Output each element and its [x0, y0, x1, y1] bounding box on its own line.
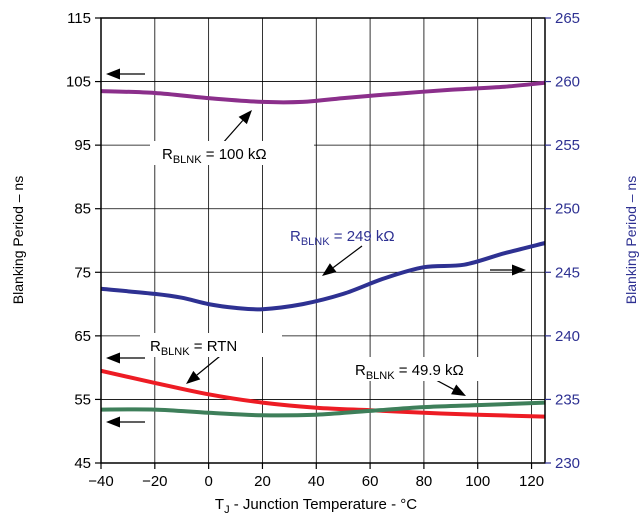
annotation-r100-bg: [150, 141, 314, 165]
annotation-rrtn: RBLNK = RTN: [150, 338, 237, 358]
annotation-r100-pointer: [221, 110, 252, 145]
axis-arrow-right: [490, 264, 526, 276]
y-left-tick-label: 55: [74, 391, 91, 408]
annotation-r499-bg: [342, 357, 522, 381]
y-axis-label-right: Blanking Period – ns: [623, 176, 639, 304]
x-axis-label: TJ - Junction Temperature - °C: [215, 496, 417, 516]
axis-arrow-left-red: [106, 352, 145, 364]
ticks: 45 55 65 75 85 95 105 115 230 235 240 245 250 255 260 2…: [66, 10, 580, 490]
axis-arrow-left-green: [106, 416, 145, 428]
annotation-r100: RBLNK = 100 kΩ: [162, 146, 267, 166]
y-right-tick-label: 240: [555, 328, 580, 345]
y-right-tick-label: 260: [555, 74, 580, 91]
y-left-tick-label: 105: [66, 74, 91, 91]
x-tick-label: 120: [519, 473, 544, 490]
x-tick-label: 60: [362, 473, 379, 490]
x-tick-label: 0: [204, 473, 212, 490]
y-right-tick-label: 245: [555, 264, 580, 281]
y-right-tick-label: 230: [555, 455, 580, 472]
y-left-tick-label: 45: [74, 455, 91, 472]
y-right-tick-label: 255: [555, 137, 580, 154]
grid: [101, 18, 545, 463]
arrows: [106, 68, 526, 428]
y-left-tick-label: 115: [67, 10, 91, 27]
y-right-tick-label: 235: [555, 391, 580, 408]
y-left-tick-label: 85: [74, 201, 91, 218]
x-tick-label: −20: [142, 473, 167, 490]
x-tick-label: 40: [308, 473, 325, 490]
y-right-tick-label: 250: [555, 201, 580, 218]
annotations: RBLNK = 100 kΩ RBLNK = 249 kΩ RBLNK = RT…: [140, 141, 522, 382]
annotation-r249: RBLNK = 249 kΩ: [290, 228, 395, 248]
annotation-r249-pointer: [322, 245, 363, 276]
x-tick-label: 20: [254, 473, 271, 490]
annotation-r499: RBLNK = 49.9 kΩ: [355, 362, 464, 382]
series-line-3: [100, 400, 546, 418]
annotation-rrtn-bg: [140, 333, 282, 357]
y-left-tick-label: 95: [74, 137, 91, 154]
y-left-tick-label: 75: [74, 264, 91, 281]
series-line-2: [100, 368, 546, 419]
axis-arrow-left-upper: [106, 68, 145, 80]
x-tick-label: 100: [465, 473, 490, 490]
x-tick-label: −40: [88, 473, 113, 490]
y-axis-label-left: Blanking Period – ns: [10, 176, 26, 304]
series-layer: [100, 80, 546, 419]
annotation-r499-pointer: [435, 379, 466, 396]
y-left-tick-label: 65: [74, 328, 91, 345]
series-line-1: [100, 241, 546, 312]
x-tick-label: 80: [416, 473, 433, 490]
series-line-0: [100, 80, 546, 105]
y-right-tick-label: 265: [555, 10, 580, 27]
plot-frame: [100, 17, 546, 464]
